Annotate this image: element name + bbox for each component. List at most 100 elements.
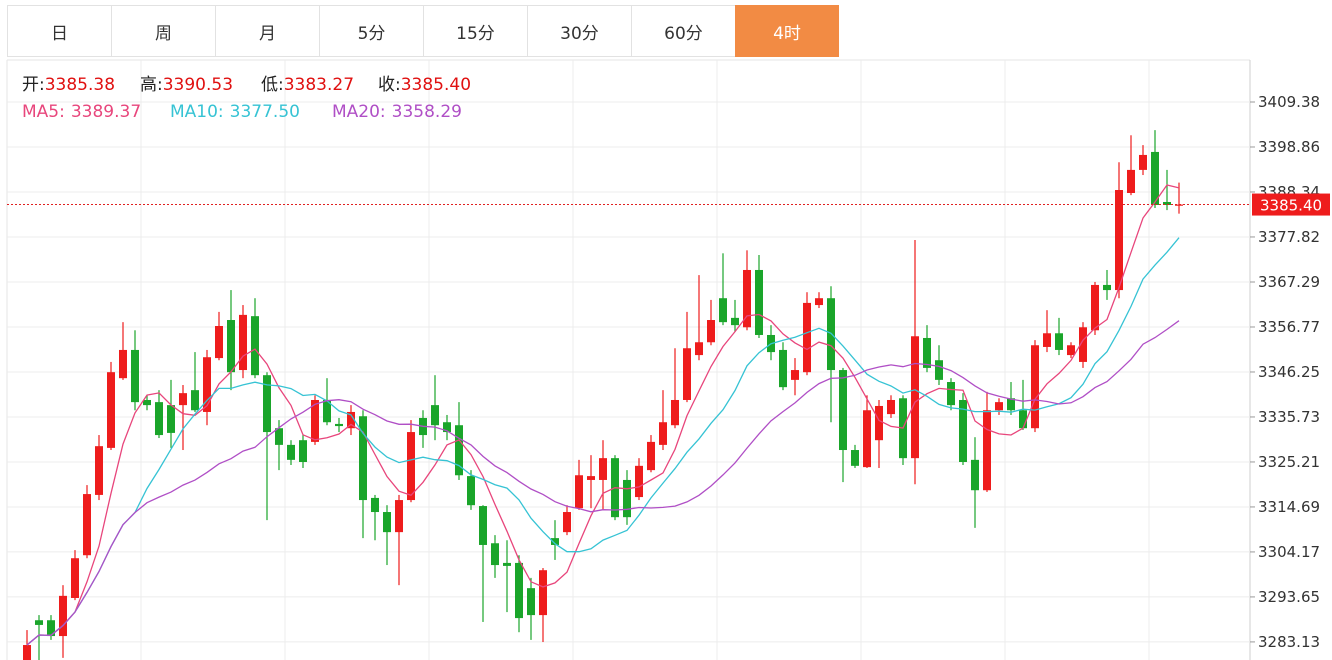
candle-body [455, 425, 463, 476]
ohlc-value: 3385.40 [401, 75, 471, 95]
candle-body [1115, 190, 1123, 291]
candle-body [923, 337, 931, 368]
candle-body [47, 620, 55, 637]
period-tabs: 日周月 5分 15分 30分 60分 4时 [7, 5, 839, 57]
y-tick-label: 3335.73 [1258, 408, 1320, 426]
candle-body [683, 348, 691, 400]
candle-body [155, 402, 163, 436]
period-tab[interactable]: 15分 [423, 5, 527, 57]
period-tab[interactable]: 5分 [319, 5, 423, 57]
candle-body [299, 440, 307, 462]
candle-body [407, 432, 415, 501]
ma-value: 3377.50 [230, 102, 300, 122]
ma-line [26, 237, 1180, 646]
period-tab[interactable]: 60分 [631, 5, 735, 57]
candle-body [95, 446, 103, 495]
candle-body [239, 314, 247, 371]
candle-body [167, 405, 175, 433]
candle-body [251, 316, 259, 376]
ma-line [26, 184, 1180, 646]
candle-body [839, 370, 847, 451]
candle-body [1007, 398, 1015, 411]
candle-body [851, 450, 859, 466]
candle-body [311, 399, 319, 442]
candle-body [71, 558, 79, 598]
candle-body [179, 393, 187, 406]
candle-body [371, 497, 379, 513]
period-tab[interactable]: 月 [215, 5, 319, 57]
candle-body [743, 269, 751, 328]
period-tab[interactable]: 周 [111, 5, 215, 57]
candle-body [1139, 154, 1147, 170]
candle-body [527, 588, 535, 616]
candle-body [1043, 333, 1051, 347]
ohlc-info: 收:3385.40 [378, 75, 471, 95]
y-tick-label: 3346.25 [1258, 363, 1320, 381]
y-tick-label: 3409.38 [1258, 93, 1320, 111]
candle-body [803, 302, 811, 373]
ohlc-value: 3383.27 [284, 75, 354, 95]
candle-body [203, 357, 211, 412]
candle-body [599, 458, 607, 480]
ma-info: MA5: 3389.37 [22, 102, 141, 122]
candle-body [815, 298, 823, 306]
candle-body [347, 411, 355, 429]
ma-info: MA20: 3358.29 [332, 102, 462, 122]
candle-body [119, 349, 127, 379]
candle-body [275, 428, 283, 445]
candle-body [395, 500, 403, 533]
ma-info: MA10: 3377.50 [170, 102, 300, 122]
candle-body [59, 595, 67, 637]
candle-body [887, 399, 895, 415]
ohlc-info: 低:3383.27 [261, 75, 354, 95]
candle-body [1031, 345, 1039, 429]
candle-body [263, 375, 271, 433]
candle-body [875, 405, 883, 441]
candle-body [191, 390, 199, 411]
candle-body [491, 543, 499, 566]
ohlc-info: 开:3385.38 [22, 75, 115, 95]
candle-body [1151, 151, 1159, 205]
candle-body [467, 476, 475, 506]
candle-body [911, 336, 919, 459]
ohlc-label: 高: [140, 75, 163, 95]
ohlc-value: 3390.53 [163, 75, 233, 95]
candle-body [587, 476, 595, 480]
candle-body [1067, 345, 1075, 356]
candle-body [107, 372, 115, 448]
candle-body [131, 349, 139, 403]
y-tick-label: 3377.82 [1258, 228, 1320, 246]
candle-body [563, 512, 571, 533]
candle-body [731, 317, 739, 326]
candle-body [671, 399, 679, 426]
ohlc-label: 开: [22, 75, 45, 95]
candle-body [1079, 327, 1087, 362]
ohlc-label: 低: [261, 75, 284, 95]
y-tick-label: 3367.29 [1258, 273, 1320, 291]
candle-body [1127, 169, 1135, 194]
candle-body [431, 405, 439, 426]
candle-body [719, 298, 727, 323]
candle-body [575, 475, 583, 509]
y-tick-label: 3325.21 [1258, 453, 1320, 471]
candle-body [215, 326, 223, 359]
candle-body [947, 382, 955, 406]
candle-body [515, 562, 523, 619]
y-tick-label: 3283.13 [1258, 633, 1320, 651]
ma-line [26, 320, 1180, 646]
candle-body [1163, 201, 1171, 205]
candle-body [227, 320, 235, 373]
period-tab[interactable]: 4时 [735, 5, 839, 57]
ma-value: 3358.29 [392, 102, 462, 122]
last-price-tag [1252, 193, 1330, 216]
period-tab[interactable]: 30分 [527, 5, 631, 57]
candle-body [935, 360, 943, 380]
y-tick-label: 3398.86 [1258, 138, 1320, 156]
period-tab[interactable]: 日 [7, 5, 111, 57]
ohlc-label: 收: [378, 75, 401, 95]
ohlc-info: 高:3390.53 [140, 75, 233, 95]
y-tick-label: 3304.17 [1258, 543, 1320, 561]
candle-body [539, 570, 547, 616]
candle-body [1055, 333, 1063, 350]
